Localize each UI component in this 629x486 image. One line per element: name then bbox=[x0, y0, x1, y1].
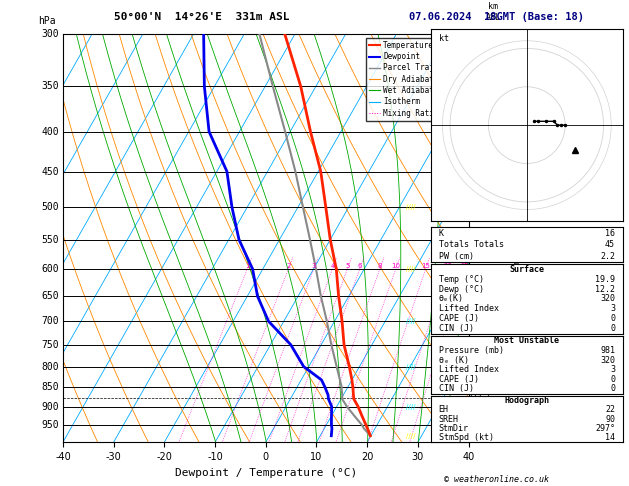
Text: 500: 500 bbox=[42, 202, 59, 212]
Text: 320: 320 bbox=[600, 356, 615, 364]
Text: Totals Totals: Totals Totals bbox=[438, 240, 504, 249]
Text: Lifted Index: Lifted Index bbox=[438, 304, 499, 313]
Legend: Temperature, Dewpoint, Parcel Trajectory, Dry Adiabat, Wet Adiabat, Isotherm, Mi: Temperature, Dewpoint, Parcel Trajectory… bbox=[365, 38, 465, 121]
Text: 4: 4 bbox=[330, 263, 335, 269]
Text: 700: 700 bbox=[42, 316, 59, 326]
Text: 297°: 297° bbox=[595, 424, 615, 433]
Text: 350: 350 bbox=[42, 81, 59, 91]
Text: 3: 3 bbox=[311, 263, 316, 269]
Text: 6: 6 bbox=[357, 263, 362, 269]
Text: ////: //// bbox=[406, 364, 415, 369]
Text: Pressure (mb): Pressure (mb) bbox=[438, 346, 504, 355]
Text: SREH: SREH bbox=[438, 415, 459, 424]
Text: 3: 3 bbox=[610, 365, 615, 374]
Text: 22: 22 bbox=[605, 405, 615, 415]
Text: 0: 0 bbox=[610, 384, 615, 393]
Text: 8: 8 bbox=[377, 263, 382, 269]
Text: StmDir: StmDir bbox=[438, 424, 469, 433]
Text: θₑ (K): θₑ (K) bbox=[438, 356, 469, 364]
Text: 850: 850 bbox=[42, 382, 59, 392]
Text: 7: 7 bbox=[485, 206, 490, 215]
Text: 2.2: 2.2 bbox=[600, 252, 615, 260]
Text: 600: 600 bbox=[42, 264, 59, 274]
Text: 12.2: 12.2 bbox=[595, 284, 615, 294]
Text: hPa: hPa bbox=[38, 16, 56, 26]
Text: StmSpd (kt): StmSpd (kt) bbox=[438, 433, 494, 442]
Text: 2: 2 bbox=[286, 263, 291, 269]
X-axis label: Dewpoint / Temperature (°C): Dewpoint / Temperature (°C) bbox=[175, 468, 357, 478]
Text: © weatheronline.co.uk: © weatheronline.co.uk bbox=[445, 474, 549, 484]
Text: 90: 90 bbox=[605, 415, 615, 424]
Text: 5: 5 bbox=[485, 288, 490, 297]
Text: 07.06.2024  18GMT (Base: 18): 07.06.2024 18GMT (Base: 18) bbox=[409, 12, 584, 22]
Text: 550: 550 bbox=[42, 235, 59, 244]
Text: K: K bbox=[438, 228, 443, 238]
Text: kt: kt bbox=[438, 34, 448, 43]
Text: CAPE (J): CAPE (J) bbox=[438, 314, 479, 323]
Text: Lifted Index: Lifted Index bbox=[438, 365, 499, 374]
Text: 0: 0 bbox=[610, 324, 615, 333]
Text: LCL: LCL bbox=[469, 394, 484, 402]
Text: 0: 0 bbox=[610, 314, 615, 323]
Text: 45: 45 bbox=[605, 240, 615, 249]
Text: Hodograph: Hodograph bbox=[504, 396, 549, 405]
Text: 650: 650 bbox=[42, 291, 59, 301]
Text: 16: 16 bbox=[605, 228, 615, 238]
Text: 0: 0 bbox=[610, 375, 615, 384]
Text: Temp (°C): Temp (°C) bbox=[438, 275, 484, 284]
Text: 25: 25 bbox=[460, 263, 469, 269]
Text: 8: 8 bbox=[485, 159, 490, 168]
Text: 1: 1 bbox=[485, 431, 490, 440]
Text: km
ASL: km ASL bbox=[486, 2, 501, 22]
Text: 981: 981 bbox=[600, 346, 615, 355]
Text: 14: 14 bbox=[605, 433, 615, 442]
Text: 20: 20 bbox=[443, 263, 452, 269]
Text: 19.9: 19.9 bbox=[595, 275, 615, 284]
Text: Surface: Surface bbox=[509, 265, 544, 274]
Text: ////: //// bbox=[406, 318, 415, 324]
Text: 450: 450 bbox=[42, 167, 59, 176]
Text: 900: 900 bbox=[42, 401, 59, 412]
Text: 10: 10 bbox=[391, 263, 400, 269]
Text: 4: 4 bbox=[485, 326, 490, 334]
Text: 400: 400 bbox=[42, 126, 59, 137]
Text: ////: //// bbox=[406, 433, 415, 439]
Text: 1: 1 bbox=[245, 263, 250, 269]
Text: EH: EH bbox=[438, 405, 448, 415]
Text: 3: 3 bbox=[610, 304, 615, 313]
Text: ////: //// bbox=[406, 403, 415, 410]
Text: ////: //// bbox=[406, 204, 415, 210]
Text: 50°00'N  14°26'E  331m ASL: 50°00'N 14°26'E 331m ASL bbox=[113, 12, 289, 22]
Text: Dewp (°C): Dewp (°C) bbox=[438, 284, 484, 294]
Text: Most Unstable: Most Unstable bbox=[494, 336, 559, 345]
Text: PW (cm): PW (cm) bbox=[438, 252, 474, 260]
Text: 6: 6 bbox=[485, 248, 490, 258]
Text: 800: 800 bbox=[42, 362, 59, 372]
Text: 300: 300 bbox=[42, 29, 59, 39]
Text: 3: 3 bbox=[485, 360, 490, 369]
Text: 320: 320 bbox=[600, 295, 615, 303]
Text: ////: //// bbox=[406, 266, 415, 272]
Text: CIN (J): CIN (J) bbox=[438, 324, 474, 333]
Text: 2: 2 bbox=[485, 393, 490, 402]
Text: 750: 750 bbox=[42, 340, 59, 350]
Text: θₑ(K): θₑ(K) bbox=[438, 295, 464, 303]
Text: 950: 950 bbox=[42, 420, 59, 430]
Text: CAPE (J): CAPE (J) bbox=[438, 375, 479, 384]
Text: Mixing Ratio (g/kg): Mixing Ratio (g/kg) bbox=[513, 191, 522, 286]
Text: 5: 5 bbox=[345, 263, 350, 269]
Text: 15: 15 bbox=[421, 263, 430, 269]
Text: CIN (J): CIN (J) bbox=[438, 384, 474, 393]
